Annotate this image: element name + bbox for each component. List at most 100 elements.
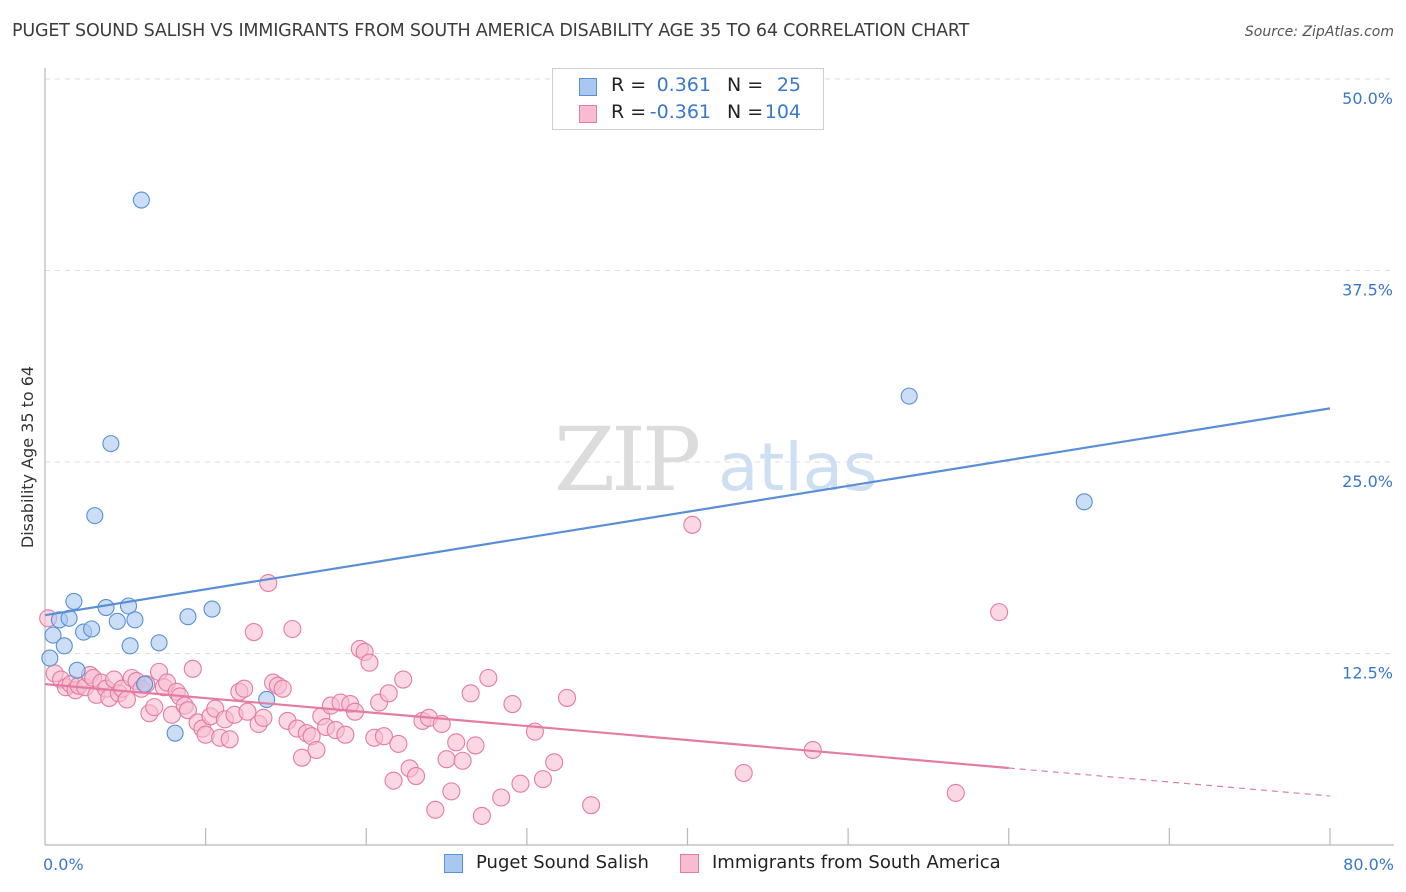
data-point	[55, 637, 73, 655]
data-point	[117, 690, 136, 709]
legend-label: Immigrants from South America	[712, 852, 1001, 873]
data-point	[479, 668, 498, 688]
data-point	[126, 611, 144, 629]
legend-r-value: -0.361	[649, 101, 711, 123]
x-tick-marks	[205, 828, 1331, 845]
legend-r-value: 0.361	[656, 74, 711, 96]
data-point	[379, 684, 398, 703]
series-puget-sound-salish	[41, 191, 1093, 742]
data-point	[511, 774, 530, 793]
data-point	[384, 771, 403, 790]
data-point	[145, 698, 164, 717]
legend-swatch-pink	[579, 105, 597, 123]
data-point	[336, 725, 355, 744]
data-point	[238, 702, 257, 721]
data-point	[472, 806, 491, 825]
data-point	[220, 730, 239, 749]
data-point	[447, 733, 466, 752]
legend-row-blue: R = 0.361 N = 25	[553, 74, 823, 101]
y-tick-label: 37.5%	[1342, 281, 1393, 300]
legend-swatch-blue	[444, 854, 463, 873]
source-label: Source: ZipAtlas.com	[1244, 24, 1394, 40]
y-tick-label: 12.5%	[1342, 664, 1393, 683]
series-immigrants-south-america	[39, 515, 1009, 825]
data-point	[183, 659, 202, 678]
y-axis-label: Disability Age 35 to 64	[18, 366, 37, 548]
data-point	[244, 623, 263, 642]
trend-line	[44, 683, 1009, 770]
data-point	[503, 695, 522, 714]
data-point	[437, 750, 456, 769]
data-point	[65, 592, 83, 610]
data-point	[492, 788, 511, 807]
data-point	[121, 637, 139, 655]
data-point	[292, 748, 312, 767]
legend-r-label: R =	[611, 101, 647, 123]
legend-n-value: 25	[776, 74, 801, 96]
watermark: ZIP atlas	[554, 408, 878, 511]
data-point	[179, 608, 197, 626]
data-point	[453, 751, 472, 770]
legend-label: Puget Sound Salish	[476, 852, 649, 873]
data-point	[178, 701, 198, 720]
y-tick-labels: 12.5% 25.0% 37.5% 50.0%	[1342, 89, 1393, 683]
legend-n-label: N =	[727, 74, 764, 96]
data-point	[203, 600, 221, 618]
data-point	[442, 782, 461, 801]
trend-line	[44, 407, 1331, 617]
data-point	[132, 191, 150, 209]
data-point	[258, 690, 276, 709]
data-point	[307, 740, 326, 760]
data-point	[41, 649, 59, 667]
data-point	[533, 770, 552, 789]
data-point	[557, 688, 577, 707]
data-point	[582, 796, 601, 815]
correlation-legend: R = 0.361 N = 25 R = -0.361 N = 104	[552, 68, 824, 130]
legend-swatch-blue	[579, 78, 597, 96]
data-point	[461, 684, 480, 703]
legend-swatch-pink	[680, 854, 699, 873]
data-point	[426, 800, 445, 819]
gridlines	[45, 78, 1394, 654]
legend-r-label: R =	[611, 74, 647, 96]
y-tick-label: 50.0%	[1342, 89, 1393, 108]
data-point	[283, 619, 302, 639]
data-point	[235, 679, 254, 698]
y-tick-label: 25.0%	[1342, 472, 1393, 491]
data-point	[900, 387, 918, 405]
data-point	[389, 734, 408, 753]
legend-n-label: N =	[727, 101, 764, 123]
data-point	[466, 736, 485, 755]
legend-n-value: 104	[764, 101, 801, 123]
data-point	[946, 783, 965, 802]
data-point	[990, 603, 1009, 622]
data-point	[83, 620, 101, 638]
data-point	[68, 661, 86, 679]
chart-title: PUGET SOUND SALISH VS IMMIGRANTS FROM SO…	[12, 21, 970, 41]
data-point	[683, 515, 702, 534]
data-point	[44, 626, 62, 644]
data-point	[86, 507, 104, 525]
data-point	[374, 727, 393, 746]
series-legend: Puget Sound Salish Immigrants from South…	[0, 852, 1406, 878]
x-tick-label-max: 80.0%	[1343, 855, 1394, 874]
x-tick-label-min: 0.0%	[43, 855, 84, 874]
data-point	[394, 670, 413, 689]
trend-lines	[44, 407, 1331, 797]
data-point	[108, 612, 126, 630]
legend-row-pink: R = -0.361 N = 104	[553, 101, 823, 128]
data-point	[97, 598, 115, 617]
data-point	[150, 634, 168, 652]
trend-line-extension	[1008, 767, 1331, 797]
data-point	[273, 679, 292, 698]
data-point	[102, 435, 120, 453]
data-point	[734, 763, 753, 783]
data-point	[545, 753, 564, 772]
data-point	[136, 675, 154, 693]
data-point	[254, 708, 273, 727]
data-point	[360, 653, 379, 672]
data-point	[406, 767, 426, 786]
watermark-zip: ZIP	[554, 408, 699, 511]
data-point	[259, 573, 278, 593]
